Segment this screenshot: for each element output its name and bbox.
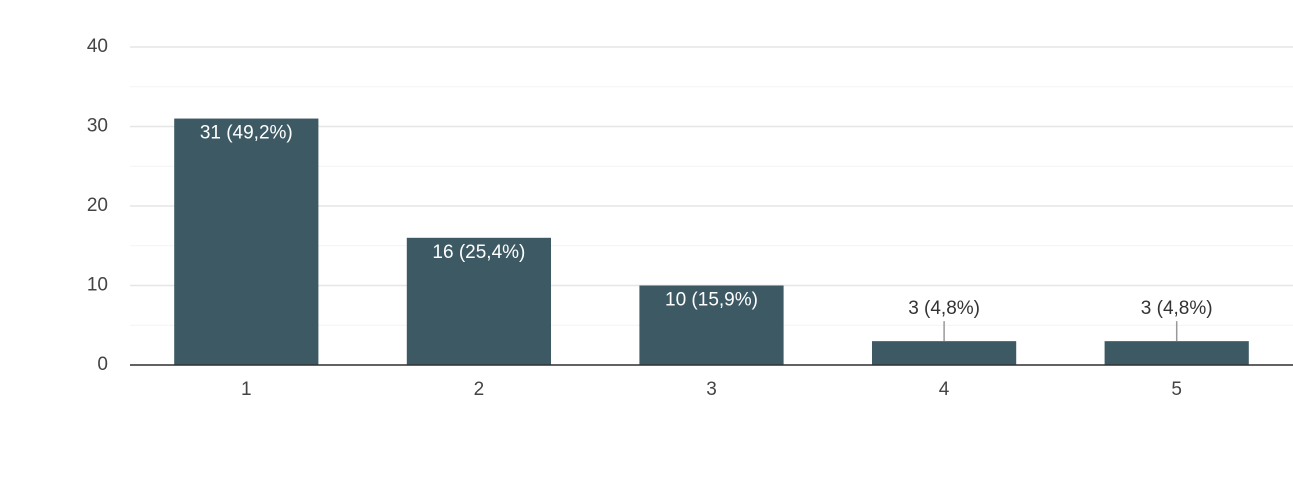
bar (174, 118, 319, 365)
bar (871, 341, 1017, 365)
data-label: 3 (4,8%) (908, 298, 980, 319)
x-tick-label: 4 (939, 379, 950, 400)
data-label: 3 (4,8%) (1141, 298, 1213, 319)
data-label: 31 (49,2%) (200, 123, 293, 144)
y-tick-label: 0 (97, 354, 108, 375)
y-tick-label: 30 (87, 116, 108, 137)
x-tick-label: 3 (706, 379, 717, 400)
y-tick-label: 10 (87, 275, 108, 296)
y-tick-label: 40 (87, 36, 108, 57)
x-tick-label: 5 (1171, 379, 1182, 400)
bar (406, 237, 552, 365)
x-tick-label: 2 (474, 379, 485, 400)
bar (639, 285, 784, 365)
x-tick-label: 1 (241, 379, 252, 400)
bar (1104, 341, 1249, 365)
data-label: 10 (15,9%) (665, 290, 758, 311)
y-tick-label: 20 (87, 195, 108, 216)
data-label: 16 (25,4%) (432, 242, 525, 263)
